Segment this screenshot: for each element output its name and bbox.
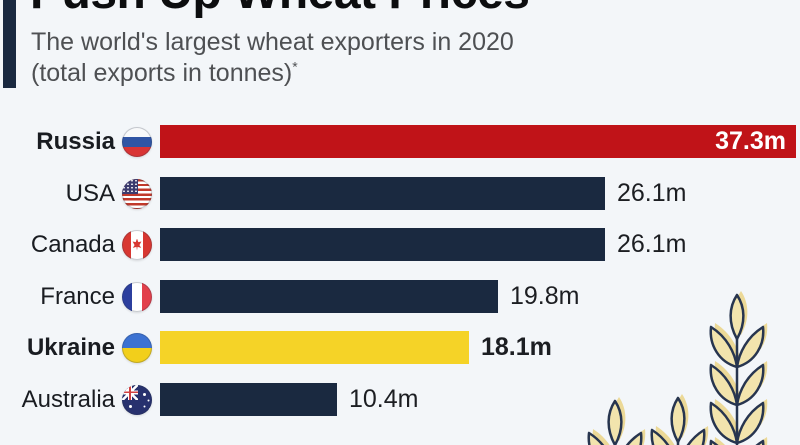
russia-bar: 37.3m <box>160 125 796 158</box>
bar-row-australia: Australia 10.4m <box>0 383 800 416</box>
bar-value: 10.4m <box>349 385 419 413</box>
bar-row-france: France 19.8m <box>0 280 800 313</box>
bar-row-russia: Russia 37.3m <box>0 125 800 158</box>
page-title: Push Up Wheat Prices <box>30 0 530 20</box>
bar-value: 18.1m <box>481 333 552 361</box>
ukraine-bar <box>160 331 469 364</box>
bar-label-group: Russia <box>0 126 152 157</box>
ua-flag-icon <box>122 332 152 363</box>
bar-label-group: France <box>0 281 152 312</box>
country-label: France <box>40 282 115 310</box>
footnote-asterisk: * <box>292 58 298 75</box>
bar-value: 26.1m <box>617 230 687 258</box>
us-flag-icon <box>122 178 152 209</box>
subtitle-line-2: (total exports in tonnes)* <box>31 58 298 87</box>
bar-value: 26.1m <box>617 179 687 207</box>
country-label: USA <box>65 179 115 207</box>
france-bar <box>160 280 498 313</box>
ca-flag-icon <box>122 229 152 260</box>
country-label: Canada <box>30 230 115 258</box>
bar-value: 19.8m <box>510 282 580 310</box>
bar-row-canada: Canada 26.1m <box>0 228 800 261</box>
country-label: Australia <box>21 385 115 413</box>
country-label: Russia <box>36 127 115 155</box>
australia-bar <box>160 383 337 416</box>
bar-label-group: Australia <box>0 384 152 415</box>
bar-label-group: Ukraine <box>0 332 152 363</box>
canada-bar <box>160 228 605 261</box>
ru-flag-icon <box>122 126 152 157</box>
bar-row-ukraine: Ukraine 18.1m <box>0 331 800 364</box>
bar-label-group: Canada <box>0 229 152 260</box>
bar-value: 37.3m <box>715 127 786 155</box>
fr-flag-icon <box>122 281 152 312</box>
au-flag-icon <box>122 384 152 415</box>
subtitle-line-1: The world's largest wheat exporters in 2… <box>31 28 514 56</box>
accent-bar <box>3 0 16 88</box>
chart-subtitle: The world's largest wheat exporters in 2… <box>31 27 514 89</box>
bar-label-group: USA <box>0 178 152 209</box>
bar-row-usa: USA 26.1m <box>0 177 800 210</box>
country-label: Ukraine <box>26 333 115 361</box>
usa-bar <box>160 177 605 210</box>
